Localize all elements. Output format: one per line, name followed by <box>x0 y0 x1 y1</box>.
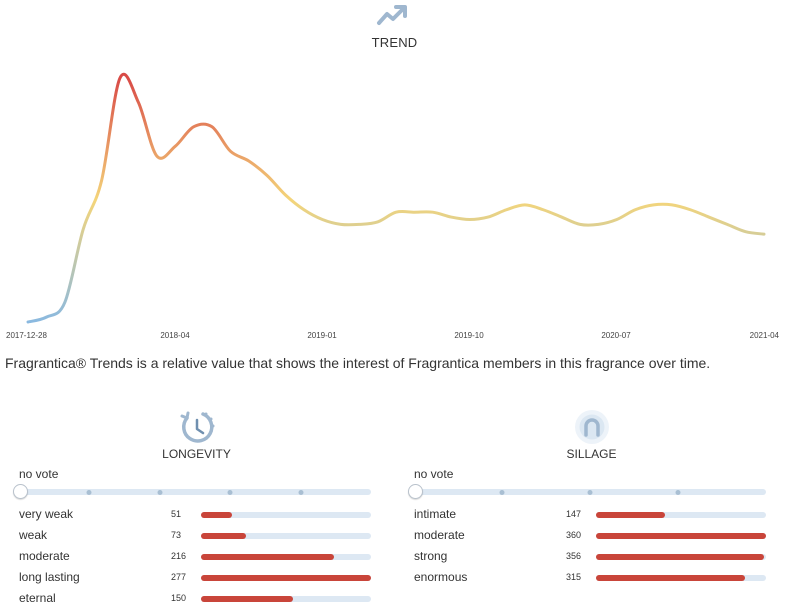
longevity-row: eternal 150 <box>19 590 371 608</box>
vote-label: eternal <box>19 591 56 605</box>
vote-bar <box>596 533 766 539</box>
sillage-row: strong 356 <box>414 548 766 566</box>
longevity-title: LONGEVITY <box>162 447 231 461</box>
vote-bar-fill <box>201 554 334 560</box>
vote-bar <box>201 596 371 602</box>
longevity-no-vote-label: no vote <box>19 467 59 481</box>
trend-caption: Fragrantica® Trends is a relative value … <box>5 355 711 371</box>
slider-step[interactable] <box>157 489 163 495</box>
vote-bar <box>201 533 371 539</box>
vote-label: weak <box>19 528 48 542</box>
vote-label: long lasting <box>19 570 80 584</box>
sillage-row: moderate 360 <box>414 527 766 545</box>
sillage-slider-handle[interactable] <box>408 484 423 499</box>
vote-bar <box>201 512 371 518</box>
slider-step[interactable] <box>86 489 92 495</box>
x-tick-label: 2019-10 <box>454 331 484 340</box>
vote-count: 147 <box>566 509 582 519</box>
slider-step[interactable] <box>675 489 681 495</box>
sillage-icon <box>574 410 609 444</box>
vote-bar-fill <box>596 512 666 518</box>
longevity-row: long lasting 277 <box>19 569 371 587</box>
x-tick-label: 2018-04 <box>160 331 190 340</box>
sillage-vote-slider[interactable] <box>408 484 766 499</box>
vote-count: 277 <box>171 572 187 582</box>
vote-label: strong <box>414 549 448 563</box>
vote-count: 315 <box>566 572 582 582</box>
vote-count: 360 <box>566 530 582 540</box>
vote-count: 150 <box>171 593 187 603</box>
slider-step[interactable] <box>227 489 233 495</box>
clock-icon <box>180 411 214 443</box>
longevity-row: weak 73 <box>19 527 371 545</box>
vote-bar-fill <box>596 575 745 581</box>
vote-label: enormous <box>414 570 468 584</box>
x-tick-label: 2021-04 <box>750 331 780 340</box>
vote-bar-fill <box>201 512 233 518</box>
longevity-vote-slider[interactable] <box>13 484 371 499</box>
trend-chart: 2017-12-28 2018-04 2019-01 2019-10 2020-07 20… <box>6 72 780 340</box>
longevity-panel: LONGEVITY no vote very weak 51 weak 73 m… <box>13 405 374 605</box>
slider-step[interactable] <box>298 489 304 495</box>
vote-count: 216 <box>171 551 187 561</box>
x-tick-label: 2020-07 <box>601 331 631 340</box>
vote-bar <box>596 575 766 581</box>
vote-bar <box>201 554 371 560</box>
sillage-panel: SILLAGE no vote intimate 147 moderate 36… <box>408 405 769 604</box>
sillage-no-vote-label: no vote <box>414 467 454 481</box>
vote-count: 73 <box>171 530 182 540</box>
slider-step[interactable] <box>499 489 505 495</box>
vote-label: very weak <box>19 507 74 521</box>
vote-bar <box>201 575 371 581</box>
sillage-row: enormous 315 <box>414 569 766 587</box>
vote-bar <box>596 512 766 518</box>
longevity-slider-handle[interactable] <box>13 484 28 499</box>
vote-count: 51 <box>171 509 182 519</box>
trend-title: TREND <box>371 35 418 50</box>
slider-step[interactable] <box>587 489 593 495</box>
vote-bar <box>596 554 766 560</box>
sillage-row: intimate 147 <box>414 506 766 524</box>
vote-bar-fill <box>201 533 246 539</box>
vote-label: intimate <box>414 507 457 521</box>
x-tick-label: 2019-01 <box>307 331 337 340</box>
longevity-row: very weak 51 <box>19 506 371 524</box>
vote-label: moderate <box>414 528 465 542</box>
vote-count: 356 <box>566 551 582 561</box>
trend-up-icon <box>377 5 407 25</box>
vote-label: moderate <box>19 549 70 563</box>
vote-bar-fill <box>596 533 766 539</box>
longevity-row: moderate 216 <box>19 548 371 566</box>
trend-line <box>26 72 766 324</box>
vote-bar-fill <box>201 575 371 581</box>
vote-bar-fill <box>596 554 765 560</box>
sillage-title: SILLAGE <box>566 447 617 461</box>
x-tick-label: 2017-12-28 <box>6 331 47 340</box>
vote-bar-fill <box>201 596 294 602</box>
